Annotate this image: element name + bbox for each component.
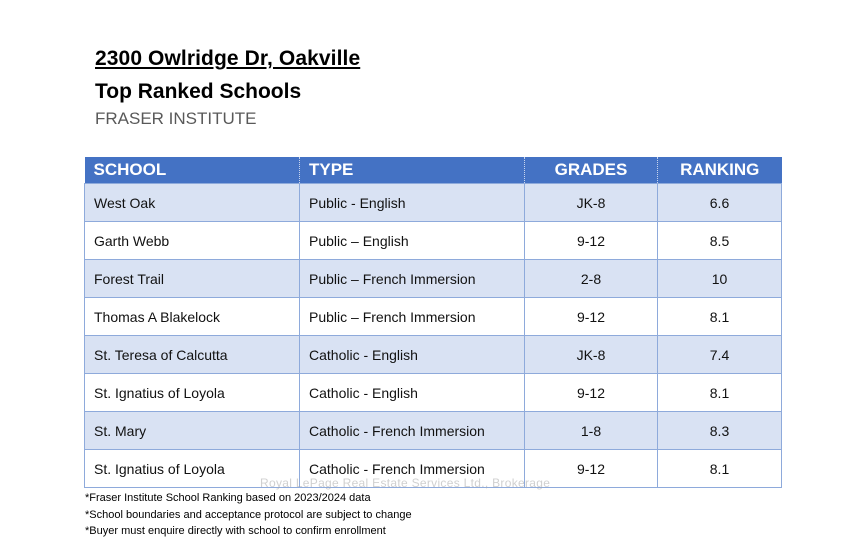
table-row: Garth Webb Public – English 9-12 8.5 <box>84 221 782 260</box>
address-title: 2300 Owlridge Dr, Oakville <box>95 47 361 70</box>
grades-cell: 9-12 <box>524 373 658 412</box>
type-cell: Catholic - English <box>299 335 525 374</box>
footnotes: *Fraser Institute School Ranking based o… <box>85 490 412 540</box>
header-school: SCHOOL <box>84 157 300 184</box>
table-header-row: SCHOOL TYPE GRADES RANKING <box>84 157 782 184</box>
table-row: Forest Trail Public – French Immersion 2… <box>84 259 782 298</box>
ranking-cell: 8.5 <box>657 221 782 260</box>
source-label: FRASER INSTITUTE <box>95 109 257 128</box>
ranking-cell: 10 <box>657 259 782 298</box>
school-cell: St. Ignatius of Loyola <box>84 373 300 412</box>
grades-cell: JK-8 <box>524 183 658 222</box>
school-cell: Garth Webb <box>84 221 300 260</box>
grades-cell: JK-8 <box>524 335 658 374</box>
type-cell: Public - English <box>299 183 525 222</box>
ranking-cell: 7.4 <box>657 335 782 374</box>
school-cell: St. Teresa of Calcutta <box>84 335 300 374</box>
table-row: West Oak Public - English JK-8 6.6 <box>84 183 782 222</box>
page-subtitle: Top Ranked Schools <box>95 80 302 103</box>
type-cell: Public – French Immersion <box>299 259 525 298</box>
school-cell: St. Mary <box>84 411 300 450</box>
schools-table: SCHOOL TYPE GRADES RANKING West Oak Publ… <box>84 157 782 488</box>
ranking-cell: 6.6 <box>657 183 782 222</box>
school-cell: Forest Trail <box>84 259 300 298</box>
ranking-cell: 8.1 <box>657 297 782 336</box>
table-row: St. Ignatius of Loyola Catholic - Englis… <box>84 373 782 412</box>
ranking-cell: 8.1 <box>657 373 782 412</box>
table-row: Thomas A Blakelock Public – French Immer… <box>84 297 782 336</box>
school-cell: St. Ignatius of Loyola <box>84 449 300 488</box>
header-grades: GRADES <box>524 157 658 184</box>
type-cell: Catholic - English <box>299 373 525 412</box>
type-cell: Catholic - French Immersion <box>299 449 525 488</box>
header-type: TYPE <box>299 157 525 184</box>
grades-cell: 9-12 <box>524 221 658 260</box>
grades-cell: 1-8 <box>524 411 658 450</box>
type-cell: Public – English <box>299 221 525 260</box>
footnote: *Fraser Institute School Ranking based o… <box>85 492 371 504</box>
table-row: St. Ignatius of Loyola Catholic - French… <box>84 449 782 488</box>
footnote: *School boundaries and acceptance protoc… <box>85 508 412 521</box>
header-ranking: RANKING <box>657 157 782 184</box>
table-row: St. Teresa of Calcutta Catholic - Englis… <box>84 335 782 374</box>
grades-cell: 9-12 <box>524 297 658 336</box>
school-cell: Thomas A Blakelock <box>84 297 300 336</box>
school-cell: West Oak <box>84 183 300 222</box>
footnote: *Buyer must enquire directly with school… <box>85 525 386 537</box>
type-cell: Public – French Immersion <box>299 297 525 336</box>
type-cell: Catholic - French Immersion <box>299 411 525 450</box>
brokerage-watermark: Royal LePage Real Estate Services Ltd., … <box>260 476 551 490</box>
ranking-cell: 8.3 <box>657 411 782 450</box>
table-row: St. Mary Catholic - French Immersion 1-8… <box>84 411 782 450</box>
ranking-cell: 8.1 <box>657 449 782 488</box>
grades-cell: 2-8 <box>524 259 658 298</box>
